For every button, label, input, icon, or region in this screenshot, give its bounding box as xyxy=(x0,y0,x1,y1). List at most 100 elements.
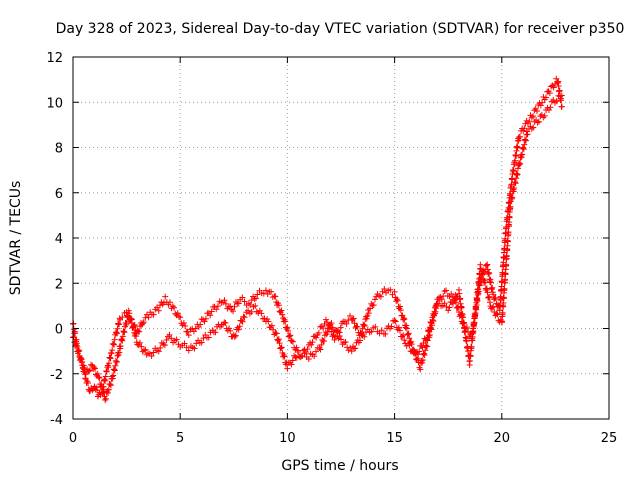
data-point xyxy=(540,114,547,121)
data-point xyxy=(372,323,379,330)
data-point xyxy=(101,376,108,383)
data-point xyxy=(239,294,246,301)
data-point xyxy=(107,381,114,388)
data-point xyxy=(541,112,548,119)
x-tick-label: 25 xyxy=(601,431,618,446)
data-point xyxy=(265,318,272,325)
data-point xyxy=(321,338,328,345)
data-point xyxy=(421,350,428,357)
data-point xyxy=(521,136,528,143)
data-point xyxy=(347,312,354,319)
data-point xyxy=(468,343,475,350)
data-point xyxy=(505,229,512,236)
x-tick-label: 10 xyxy=(279,431,296,446)
data-point xyxy=(396,327,403,334)
data-point xyxy=(116,321,123,328)
data-point xyxy=(431,310,438,317)
data-point xyxy=(202,315,209,322)
data-point xyxy=(254,291,261,298)
data-point xyxy=(354,323,361,330)
data-point xyxy=(235,326,242,333)
data-point xyxy=(284,324,291,331)
data-point xyxy=(278,307,285,314)
data-point xyxy=(91,364,98,371)
data-point xyxy=(295,349,302,356)
data-point xyxy=(397,303,404,310)
data-point xyxy=(268,288,275,295)
x-tick-label: 0 xyxy=(69,431,77,446)
data-point xyxy=(513,152,520,159)
data-point xyxy=(474,295,481,302)
data-point xyxy=(115,320,122,327)
data-point xyxy=(241,314,248,321)
data-point xyxy=(371,296,378,303)
data-point xyxy=(482,279,489,286)
data-point xyxy=(157,302,164,309)
data-point xyxy=(236,323,243,330)
data-point xyxy=(542,94,549,101)
data-point xyxy=(499,319,506,326)
data-point xyxy=(338,336,344,343)
data-point xyxy=(239,318,246,325)
data-point xyxy=(108,350,115,357)
data-point xyxy=(293,344,300,351)
data-point xyxy=(157,344,164,351)
data-point xyxy=(422,347,429,354)
data-point xyxy=(336,333,343,340)
data-point xyxy=(121,329,128,336)
data-point xyxy=(342,339,349,346)
data-point xyxy=(517,160,524,167)
data-point xyxy=(161,342,168,349)
data-point xyxy=(126,310,133,317)
data-point xyxy=(317,346,324,353)
data-point xyxy=(350,315,357,322)
data-point xyxy=(127,316,134,323)
data-point xyxy=(277,345,284,352)
data-point xyxy=(469,333,476,340)
data-point xyxy=(300,347,307,354)
data-point xyxy=(200,335,207,342)
data-point xyxy=(388,323,395,330)
data-point xyxy=(94,370,101,377)
data-point xyxy=(406,342,413,349)
data-point xyxy=(273,330,280,337)
data-point xyxy=(111,336,118,343)
data-point xyxy=(361,333,368,340)
data-point xyxy=(328,320,335,327)
data-point xyxy=(113,330,120,337)
data-point xyxy=(517,154,524,161)
data-point xyxy=(533,107,540,114)
data-point xyxy=(252,295,259,302)
data-point xyxy=(351,320,358,327)
data-point xyxy=(337,324,344,331)
data-point xyxy=(293,354,300,361)
data-point xyxy=(173,336,180,343)
data-point xyxy=(531,107,538,114)
data-point xyxy=(523,131,530,138)
y-tick-label: 6 xyxy=(55,187,63,202)
data-point xyxy=(113,358,120,365)
data-point xyxy=(558,97,565,104)
data-point xyxy=(472,309,479,316)
data-point xyxy=(106,354,113,361)
data-point xyxy=(245,300,252,307)
data-point xyxy=(313,334,320,341)
data-point xyxy=(456,290,463,297)
data-point xyxy=(376,330,383,337)
data-point xyxy=(112,329,119,336)
data-point xyxy=(148,353,155,360)
data-point xyxy=(155,307,162,314)
data-point xyxy=(278,344,285,351)
data-point xyxy=(381,285,388,292)
data-point xyxy=(98,381,105,388)
data-point xyxy=(128,320,135,327)
data-points xyxy=(70,75,565,404)
data-point xyxy=(331,336,338,343)
data-point xyxy=(128,315,135,322)
data-point xyxy=(522,137,529,144)
data-point xyxy=(405,330,412,337)
data-point xyxy=(105,364,112,371)
data-point xyxy=(424,343,431,350)
data-point xyxy=(382,330,389,337)
data-point xyxy=(114,325,121,332)
